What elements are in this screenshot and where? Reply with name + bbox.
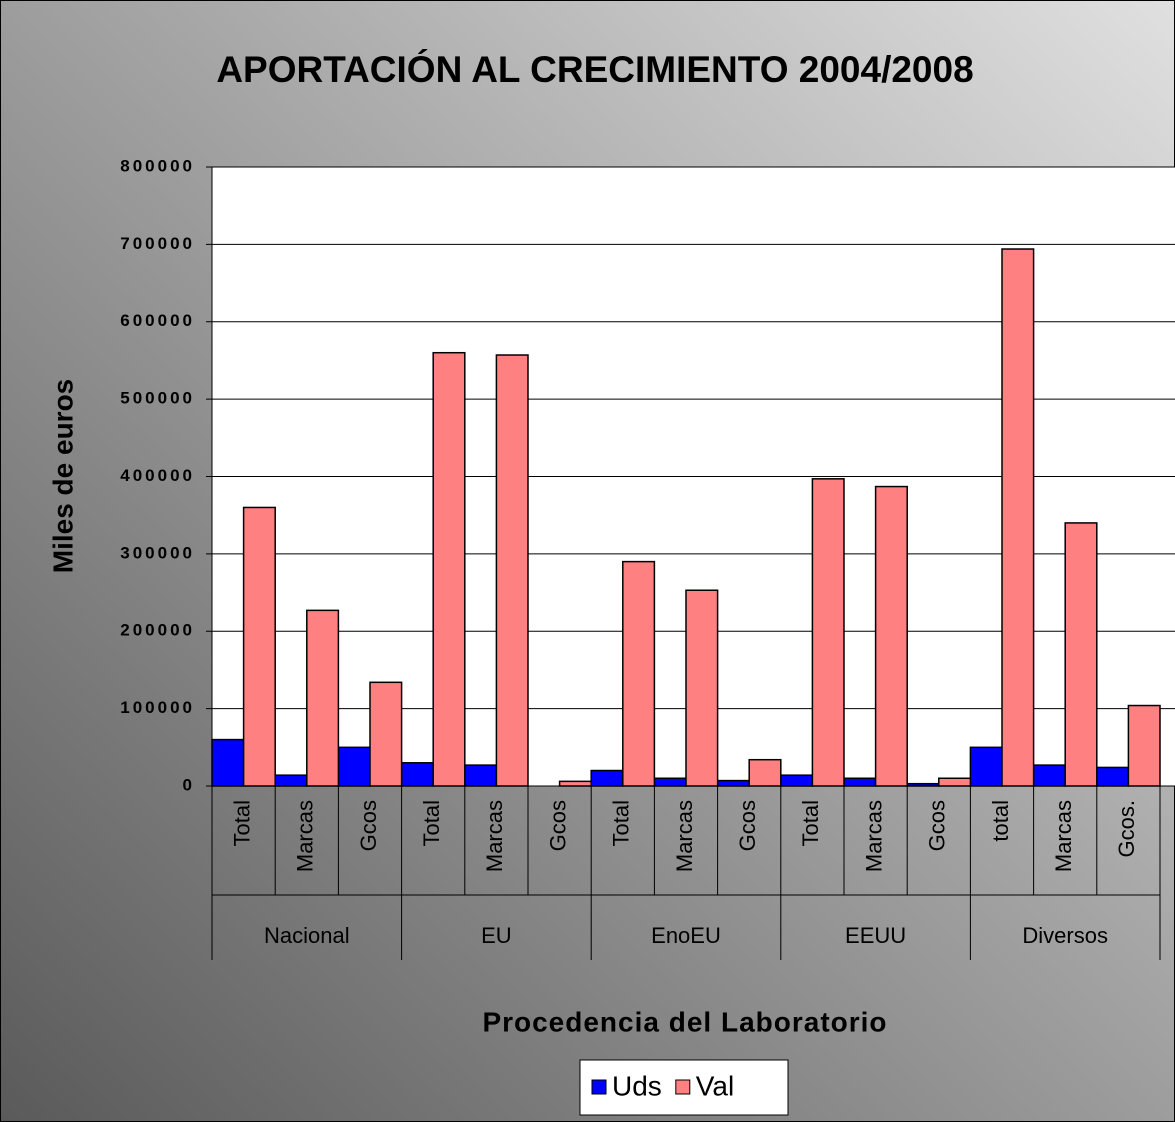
- x-axis-title: Procedencia del Laboratorio: [482, 1006, 887, 1037]
- x-tick-label: Gcos: [356, 800, 381, 851]
- group-label: EU: [481, 923, 512, 948]
- y-tick-label: 200000: [120, 621, 195, 640]
- x-tick-label: Marcas: [1051, 800, 1076, 872]
- y-tick-label: 700000: [120, 234, 195, 253]
- bar: [464, 764, 498, 787]
- x-tick-label: Gcos: [735, 800, 760, 851]
- bar: [432, 351, 466, 787]
- x-tick-label: Marcas: [861, 800, 886, 872]
- x-tick-label: Marcas: [672, 800, 697, 872]
- x-tick-label: Total: [419, 800, 444, 846]
- bar: [716, 779, 750, 787]
- legend-swatch: [591, 1079, 607, 1095]
- group-label: Diversos: [1022, 923, 1108, 948]
- bar: [748, 758, 782, 787]
- bar: [1001, 248, 1035, 787]
- bar: [1064, 522, 1098, 787]
- x-tick-label: Marcas: [293, 800, 318, 872]
- bar: [590, 769, 624, 787]
- bar: [1032, 764, 1066, 787]
- bar: [211, 738, 245, 787]
- bar: [400, 762, 434, 787]
- bar: [369, 681, 403, 787]
- y-tick-label: 0: [183, 775, 195, 794]
- chart-title: APORTACIÓN AL CRECIMIENTO 2004/2008: [216, 48, 973, 90]
- x-tick-label: Marcas: [482, 800, 507, 872]
- legend-swatch: [675, 1079, 691, 1095]
- x-tick-label: total: [988, 800, 1013, 842]
- bar: [811, 478, 845, 787]
- y-tick-label: 800000: [120, 156, 195, 175]
- x-tick-label: Total: [798, 800, 823, 846]
- legend-label: Val: [696, 1070, 734, 1101]
- group-label: Nacional: [264, 923, 350, 948]
- y-tick-label: 600000: [120, 311, 195, 330]
- y-tick-label: 400000: [120, 466, 195, 485]
- bar: [874, 485, 908, 787]
- bar: [242, 506, 276, 787]
- x-tick-label: Gcos: [925, 800, 950, 851]
- bar: [1127, 704, 1161, 787]
- bar: [653, 777, 687, 787]
- bar: [495, 354, 529, 787]
- group-label: EEUU: [845, 923, 906, 948]
- bar: [969, 746, 1003, 787]
- y-tick-label: 500000: [120, 389, 195, 408]
- bar: [337, 746, 371, 787]
- x-tick-label: Gcos: [545, 800, 570, 851]
- legend-label: Uds: [612, 1070, 662, 1101]
- bar: [622, 560, 656, 787]
- y-tick-label: 300000: [120, 543, 195, 562]
- bar: [780, 774, 814, 787]
- bar: [1096, 766, 1130, 787]
- y-tick-label: 100000: [120, 698, 195, 717]
- bar: [938, 777, 972, 787]
- bar: [558, 780, 592, 787]
- bar: [306, 609, 340, 787]
- x-tick-label: Total: [609, 800, 634, 846]
- bar: [274, 774, 308, 787]
- bar: [685, 589, 719, 787]
- x-tick-label: Gcos.: [1114, 800, 1139, 857]
- x-tick-label: Total: [229, 800, 254, 846]
- y-axis-title: Miles de euros: [47, 379, 78, 574]
- bar: [843, 777, 877, 787]
- group-label: EnoEU: [651, 923, 721, 948]
